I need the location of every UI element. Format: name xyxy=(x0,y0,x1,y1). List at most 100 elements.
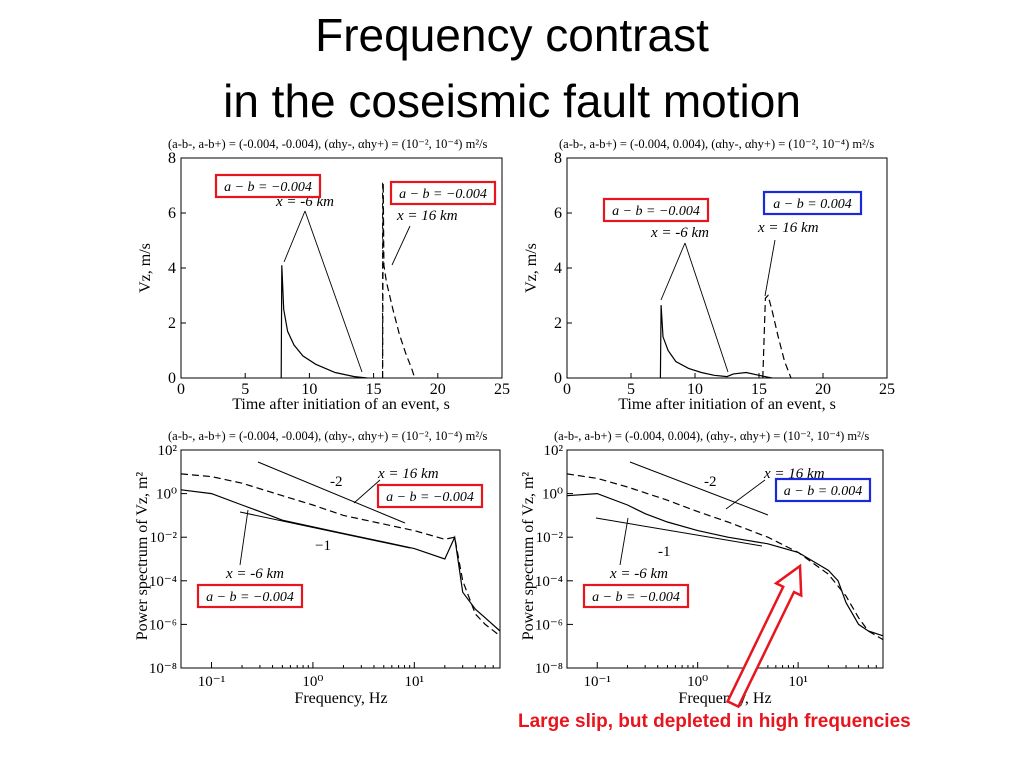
x-tick-label: 10⁻¹ xyxy=(584,674,611,690)
y-tick-label: 6 xyxy=(554,205,562,222)
a-b-box-blue xyxy=(774,477,872,503)
panel-1-annotation-2: x = 16 km xyxy=(396,208,458,224)
panel-4-axes-frame xyxy=(566,449,884,669)
panel-2-annotation-2: x = 16 km xyxy=(757,220,819,236)
leader-line xyxy=(239,509,249,566)
x-tick-label: 10 xyxy=(301,381,317,398)
x-tick-label: 25 xyxy=(494,381,510,398)
slope-reference-line xyxy=(239,511,411,549)
x-tick-label: 20 xyxy=(815,381,831,398)
leader-line xyxy=(353,479,381,504)
slide-title-line1: Frequency contrast xyxy=(315,9,709,61)
panel-2-x-axis-label: Time after initiation of an event, s xyxy=(618,396,836,413)
y-tick-label: 10⁻² xyxy=(150,530,178,546)
y-tick-label: 10⁻⁶ xyxy=(535,617,563,633)
a-b-box-label: a − b = 0.004 xyxy=(773,197,851,212)
a-b-box-red xyxy=(214,173,322,199)
x-tick-label: 10⁰ xyxy=(302,674,323,690)
a-b-box-label: a − b = −0.004 xyxy=(399,187,487,202)
panel-4-y-axis-label: Power spectrum of Vz, m² xyxy=(520,472,537,641)
y-tick-label: 4 xyxy=(168,260,176,277)
panel-1-y-axis-label: Vz, m/s xyxy=(137,243,154,293)
panel-3-annotation-1: x = 16 km xyxy=(377,466,439,482)
leader-line xyxy=(619,517,629,566)
panel-2-series-1-solid xyxy=(659,305,772,379)
panel-2-header: (a-b-, a-b+) = (-0.004, 0.004), (αhy-, α… xyxy=(559,137,874,151)
x-tick-label: 0 xyxy=(563,381,571,398)
a-b-box-red xyxy=(389,180,497,206)
slope-reference-line xyxy=(595,517,763,547)
panel-1-series-2-dashed xyxy=(382,182,416,379)
a-b-box-label: a − b = −0.004 xyxy=(224,180,312,195)
slope-label: -2 xyxy=(330,474,343,490)
y-tick-label: 10² xyxy=(544,443,564,459)
leader-line xyxy=(660,242,686,301)
y-tick-label: 6 xyxy=(168,205,176,222)
x-tick-label: 10¹ xyxy=(788,674,808,690)
y-tick-label: 0 xyxy=(168,370,176,387)
leader-line xyxy=(391,225,411,266)
y-tick-label: 10⁻⁶ xyxy=(149,617,177,633)
y-tick-label: 4 xyxy=(554,260,562,277)
a-b-box-label: a − b = −0.004 xyxy=(592,590,680,605)
a-b-box-blue xyxy=(762,190,863,216)
a-b-box-label: a − b = 0.004 xyxy=(784,484,862,499)
panel-4-annotation-2: x = -6 km xyxy=(609,566,668,582)
panel-3-x-axis-label: Frequency, Hz xyxy=(294,690,387,707)
panel-4-series-1-dashed xyxy=(566,473,884,641)
slide-caption: Large slip, but depleted in high frequen… xyxy=(518,711,911,732)
a-b-box-red xyxy=(602,197,710,223)
a-b-box-red xyxy=(582,583,690,609)
panel-2-series-2-dashed xyxy=(762,294,792,379)
x-tick-label: 10¹ xyxy=(405,674,425,690)
a-b-box-red xyxy=(196,583,304,609)
x-tick-label: 5 xyxy=(241,381,249,398)
panel-3-annotation-2: x = -6 km xyxy=(225,566,284,582)
y-tick-label: 8 xyxy=(554,150,562,167)
panel-1-header: (a-b-, a-b+) = (-0.004, -0.004), (αhy-, … xyxy=(168,137,488,151)
x-tick-label: 25 xyxy=(879,381,895,398)
x-tick-label: 15 xyxy=(366,381,382,398)
leader-line xyxy=(283,210,306,263)
a-b-box-label: a − b = −0.004 xyxy=(612,204,700,219)
x-tick-label: 5 xyxy=(627,381,635,398)
panel-2-annotation-1: x = -6 km xyxy=(650,225,709,241)
a-b-box-label: a − b = −0.004 xyxy=(386,490,474,505)
y-tick-label: 10⁻⁸ xyxy=(149,661,177,677)
highlight-arrow xyxy=(725,563,803,709)
a-b-box-red xyxy=(376,483,484,509)
slope-label: −1 xyxy=(315,538,331,554)
y-tick-label: 8 xyxy=(168,150,176,167)
panel-1-series-1-solid xyxy=(280,265,368,379)
x-tick-label: 20 xyxy=(430,381,446,398)
panel-3-header: (a-b-, a-b+) = (-0.004, -0.004), (αhy-, … xyxy=(168,429,488,443)
y-tick-label: 2 xyxy=(554,315,562,332)
leader-line xyxy=(684,242,729,373)
leader-line xyxy=(764,239,776,297)
y-tick-label: 10⁻⁴ xyxy=(535,574,563,590)
slope-label: -2 xyxy=(704,474,717,490)
x-tick-label: 10⁰ xyxy=(687,674,708,690)
y-tick-label: 10⁰ xyxy=(156,487,177,503)
x-tick-label: 0 xyxy=(177,381,185,398)
panel-3-series-1-dashed xyxy=(180,473,501,637)
y-tick-label: 10⁻⁸ xyxy=(535,661,563,677)
y-tick-label: 0 xyxy=(554,370,562,387)
y-tick-label: 10⁰ xyxy=(542,487,563,503)
panel-4-header: (a-b-, a-b+) = (-0.004, 0.004), (αhy-, α… xyxy=(554,429,869,443)
panel-3-axes-frame xyxy=(180,449,501,669)
y-tick-label: 10² xyxy=(158,443,178,459)
y-tick-label: 2 xyxy=(168,315,176,332)
x-tick-label: 10⁻¹ xyxy=(198,674,225,690)
panel-4-series-2-solid xyxy=(566,492,884,637)
x-tick-label: 15 xyxy=(751,381,767,398)
panel-3-series-2-solid xyxy=(180,489,501,632)
panel-4-x-axis-label: Frequency, Hz xyxy=(678,690,771,707)
panel-3-y-axis-label: Power spectrum of Vz, m² xyxy=(134,472,151,641)
leader-line xyxy=(304,210,363,373)
y-tick-label: 10⁻² xyxy=(536,530,564,546)
slope-reference-line xyxy=(257,461,406,524)
y-tick-label: 10⁻⁴ xyxy=(149,574,177,590)
leader-line xyxy=(725,479,766,510)
